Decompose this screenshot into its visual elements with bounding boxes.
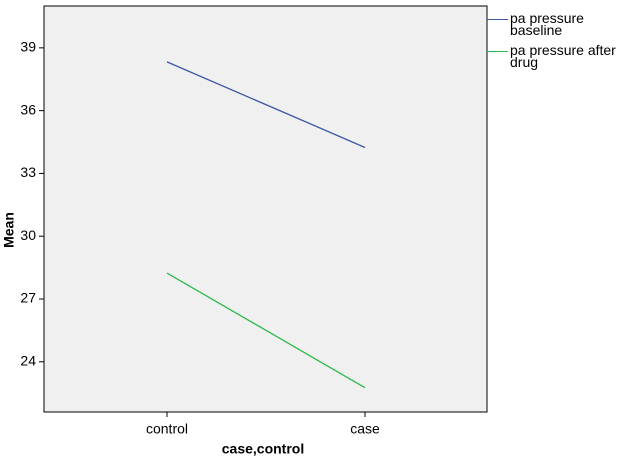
legend-swatch: [487, 51, 508, 52]
y-tick-label: 36: [20, 101, 36, 117]
legend-label: pa pressure baseline: [510, 10, 584, 38]
y-tick-label: 33: [20, 164, 36, 180]
line-series: [166, 272, 366, 389]
legend-swatch: [487, 19, 508, 20]
y-axis-label: Mean: [1, 212, 17, 248]
y-tick-label: 27: [20, 290, 36, 306]
x-tick-label: control: [146, 421, 188, 437]
plot-area: [43, 5, 488, 413]
x-tick-label: case: [350, 421, 380, 437]
y-tick-label: 24: [20, 352, 36, 368]
y-tick-label: 30: [20, 227, 36, 243]
legend-label: pa pressure after drug: [510, 42, 616, 70]
y-tick-label: 39: [20, 39, 36, 55]
x-axis-label: case,control: [222, 441, 304, 457]
line-series: [166, 61, 366, 149]
